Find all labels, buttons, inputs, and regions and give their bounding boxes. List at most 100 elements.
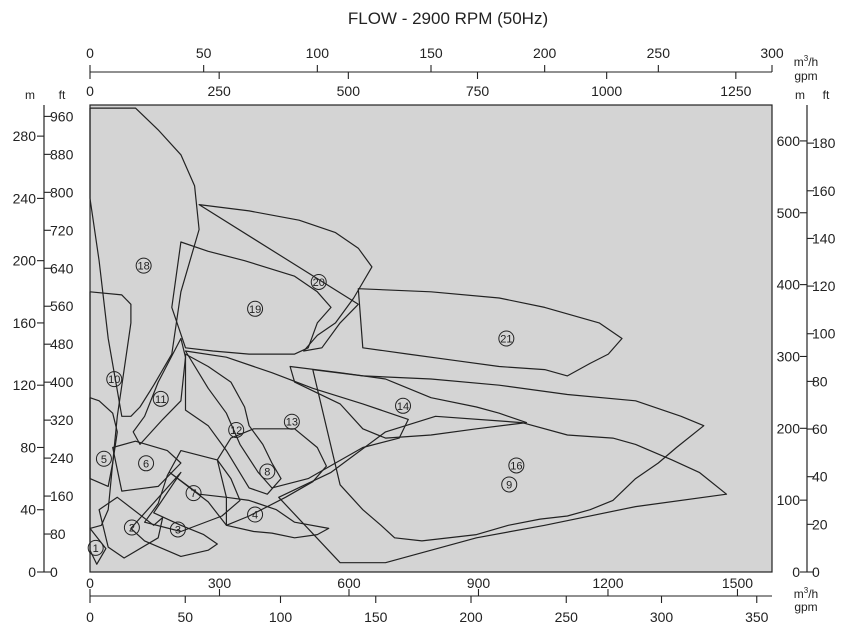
top-gpm-axis-label: 0 bbox=[86, 83, 94, 99]
region-label-19: 19 bbox=[249, 304, 261, 316]
right-ft-unit: ft bbox=[823, 88, 830, 102]
region-label-13: 13 bbox=[286, 417, 298, 429]
bottom-m3h-axis-label: 0 bbox=[86, 609, 94, 625]
region-8 bbox=[216, 428, 327, 526]
region-badge-6 bbox=[138, 455, 155, 472]
region-label-7: 7 bbox=[191, 488, 197, 500]
left-ft-axis-label: 240 bbox=[50, 450, 74, 466]
bottom-gpm-axis-label: 1200 bbox=[592, 575, 623, 591]
left-m-axis-label: 200 bbox=[13, 253, 37, 269]
top-gpm-axis-label: 750 bbox=[466, 83, 490, 99]
top-m3h-axis-label: 300 bbox=[760, 45, 784, 61]
bottom-m3h-unit-part: m bbox=[794, 587, 804, 601]
left-ft-axis-label: 400 bbox=[50, 374, 74, 390]
bottom-m3h-axis-label: 250 bbox=[555, 609, 579, 625]
region-badge-8 bbox=[259, 463, 276, 480]
bottom-m3h-axis-label: 100 bbox=[269, 609, 293, 625]
left-ft-axis-label: 0 bbox=[50, 564, 58, 580]
region-badge-18 bbox=[135, 257, 152, 274]
right-m-axis-label: 400 bbox=[777, 277, 801, 293]
region-14 bbox=[289, 365, 528, 439]
region-label-4: 4 bbox=[252, 510, 258, 522]
region-badge-21 bbox=[498, 330, 515, 347]
region-21 bbox=[357, 288, 623, 377]
right-m-axis-label: 100 bbox=[777, 492, 801, 508]
right-ft-axis-label: 0 bbox=[812, 564, 820, 580]
left-ft-axis-label: 960 bbox=[50, 108, 74, 124]
left-ft-axis-label: 480 bbox=[50, 336, 74, 352]
top-m3h-axis-label: 0 bbox=[86, 45, 94, 61]
region-badge-7 bbox=[185, 485, 202, 502]
region-13 bbox=[184, 350, 409, 489]
bottom-gpm-axis-label: 600 bbox=[337, 575, 361, 591]
left-ft-axis-label: 80 bbox=[50, 526, 66, 542]
region-badge-11 bbox=[152, 390, 169, 407]
region-label-11: 11 bbox=[155, 394, 166, 406]
region-12 bbox=[184, 353, 282, 495]
top-gpm-axis-label: 1250 bbox=[720, 83, 751, 99]
right-m-axis-label: 600 bbox=[777, 133, 801, 149]
right-ft-axis-label: 40 bbox=[812, 469, 828, 485]
bottom-m3h-unit-part: /h bbox=[808, 587, 818, 601]
bottom-m3h-unit-part: 3 bbox=[804, 586, 809, 595]
region-7 bbox=[144, 450, 241, 533]
region-badge-4 bbox=[247, 506, 264, 523]
top-m3h-unit-part: 3 bbox=[804, 54, 809, 63]
left-m-axis-label: 40 bbox=[20, 502, 36, 518]
left-ft-axis-label: 320 bbox=[50, 412, 74, 428]
region-badge-14 bbox=[395, 397, 412, 414]
region-2 bbox=[98, 496, 164, 559]
right-ft-axis-label: 60 bbox=[812, 421, 828, 437]
bottom-gpm-axis-label: 1500 bbox=[722, 575, 753, 591]
region-badge-5 bbox=[95, 450, 112, 467]
region-label-8: 8 bbox=[264, 467, 270, 479]
region-6 bbox=[112, 440, 182, 492]
top-m3h-unit: m3/h bbox=[794, 54, 818, 69]
region-16 bbox=[312, 369, 705, 542]
left-m-axis-label: 0 bbox=[28, 564, 36, 580]
top-m3h-axis-label: 200 bbox=[533, 45, 557, 61]
bottom-m3h-axis-label: 150 bbox=[364, 609, 388, 625]
top-m3h-unit-part: m bbox=[794, 55, 804, 69]
top-gpm-axis-label: 1000 bbox=[591, 83, 622, 99]
region-label-14: 14 bbox=[397, 401, 409, 413]
bottom-gpm-axis-label: 0 bbox=[86, 575, 94, 591]
left-m-axis-label: 80 bbox=[20, 439, 36, 455]
region-badge-20 bbox=[310, 273, 327, 290]
region-label-5: 5 bbox=[101, 454, 107, 466]
bottom-m3h-axis-label: 200 bbox=[459, 609, 483, 625]
right-m-axis-label: 500 bbox=[777, 205, 801, 221]
right-ft-axis-label: 180 bbox=[812, 135, 836, 151]
right-ft-axis-label: 160 bbox=[812, 183, 836, 199]
region-10 bbox=[89, 291, 132, 487]
top-gpm-unit: gpm bbox=[794, 69, 817, 83]
region-label-9: 9 bbox=[506, 479, 512, 491]
bottom-m3h-axis-label: 350 bbox=[745, 609, 769, 625]
region-badge-2 bbox=[123, 519, 140, 536]
top-m3h-axis-label: 100 bbox=[306, 45, 330, 61]
bottom-gpm-axis-label: 900 bbox=[467, 575, 491, 591]
region-badge-1 bbox=[87, 539, 104, 556]
left-ft-axis-label: 560 bbox=[50, 298, 74, 314]
region-18 bbox=[89, 107, 200, 417]
region-label-6: 6 bbox=[143, 458, 149, 470]
left-ft-unit: ft bbox=[59, 88, 66, 102]
region-badge-13 bbox=[283, 413, 300, 430]
top-m3h-axis-label: 150 bbox=[419, 45, 443, 61]
bottom-m3h-unit: m3/h bbox=[794, 586, 818, 601]
right-m-axis-label: 200 bbox=[777, 420, 801, 436]
top-gpm-axis-label: 250 bbox=[207, 83, 231, 99]
left-m-unit: m bbox=[25, 88, 35, 102]
right-ft-axis-label: 140 bbox=[812, 230, 836, 246]
region-label-10: 10 bbox=[108, 374, 120, 386]
top-m3h-axis-label: 50 bbox=[196, 45, 212, 61]
bottom-gpm-unit: gpm bbox=[794, 600, 817, 614]
region-label-21: 21 bbox=[500, 334, 512, 346]
region-badge-16 bbox=[508, 457, 525, 474]
chart-title: FLOW - 2900 RPM (50Hz) bbox=[348, 9, 548, 28]
bottom-m3h-axis-label: 300 bbox=[650, 609, 674, 625]
left-ft-axis-label: 880 bbox=[50, 146, 74, 162]
